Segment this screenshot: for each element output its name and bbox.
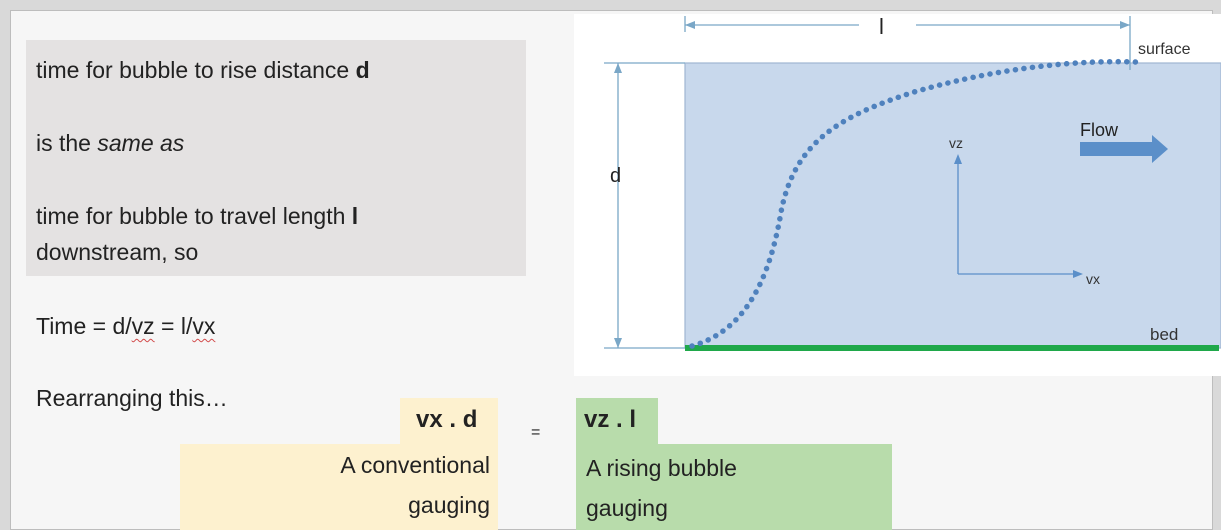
- line-same-as: is the same as: [36, 130, 185, 156]
- surface-label: surface: [1138, 41, 1191, 58]
- conventional-caption-line1: A conventional: [340, 452, 490, 478]
- bubble-term-box: [576, 398, 658, 444]
- conventional-term: vx . d: [416, 406, 478, 433]
- vx-label: vx: [1086, 271, 1100, 287]
- bubble-caption-line2: gauging: [586, 495, 668, 521]
- rising-bubble-diagram: l surface d Flow vz vx bed: [604, 14, 1221, 351]
- bubble-caption-box: [576, 444, 892, 530]
- depth-label: d: [610, 165, 621, 187]
- flow-arrow-icon: [1080, 135, 1168, 163]
- time-equation: Time = d/vz = l/vx: [36, 313, 216, 339]
- bubble-caption-line1: A rising bubble: [586, 455, 737, 481]
- conventional-caption-line2: gauging: [408, 492, 490, 518]
- flow-label: Flow: [1080, 120, 1119, 140]
- velocity-axes: [954, 154, 1083, 278]
- conventional-term-box: [400, 398, 498, 444]
- line-downstream: downstream, so: [36, 239, 199, 265]
- line-rise-distance: time for bubble to rise distance d: [36, 57, 370, 83]
- bed-label: bed: [1150, 325, 1178, 344]
- length-dimension: [684, 16, 1131, 70]
- explanation-box: [26, 40, 526, 276]
- length-label: l: [879, 14, 884, 39]
- water-body: [684, 62, 1221, 349]
- bubble-term: vz . l: [584, 406, 637, 433]
- depth-dimension: [604, 62, 685, 349]
- rearranging-label: Rearranging this…: [36, 385, 228, 411]
- vz-label: vz: [949, 135, 963, 151]
- equals-sign: =: [531, 424, 541, 441]
- bubble-trajectory: [689, 58, 1139, 349]
- conventional-caption-box: [180, 444, 498, 530]
- line-travel-length: time for bubble to travel length l: [36, 203, 359, 229]
